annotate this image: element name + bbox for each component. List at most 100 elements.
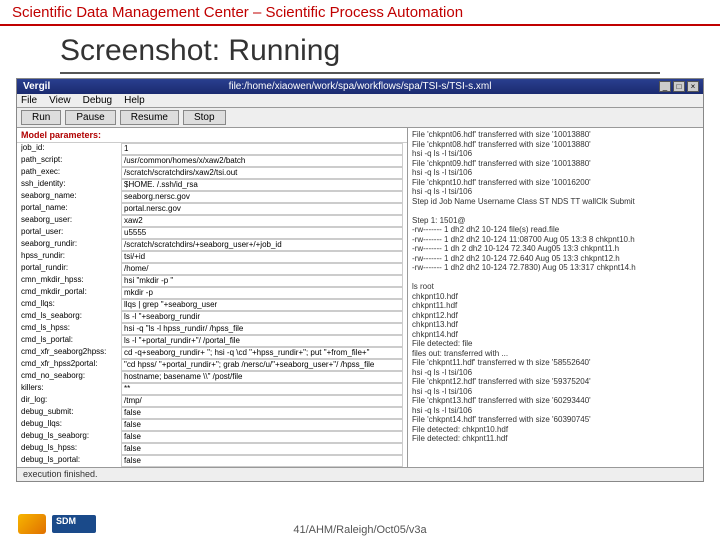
model-param-value[interactable]: hsi -q "ls -l hpss_rundir/ /hpss_file [121,323,403,335]
status-bar: execution finished. [17,467,703,481]
console-line: chkpnt13.hdf [412,320,699,330]
model-param-name: dir_log: [21,395,121,407]
model-param-value[interactable]: /home/ [121,263,403,275]
model-param-value[interactable]: xaw2 [121,215,403,227]
model-param-row: ssh_identity:$HOME. /.ssh/id_rsa [17,179,407,191]
model-param-row: debug_ls_seaborg:false [17,431,407,443]
model-param-name: debug_ls_hpss: [21,443,121,455]
model-param-value[interactable]: "cd hpss/ "+portal_rundir+"; grab /nersc… [121,359,403,371]
model-param-row: cmd_ls_portal:ls -l "+portal_rundir+"/ /… [17,335,407,347]
pause-button[interactable]: Pause [65,110,115,125]
console-line: -rw------- 1 dh2 dh2 10-124 72.640 Aug 0… [412,254,699,264]
menu-debug[interactable]: Debug [83,95,112,106]
console-line: chkpnt12.hdf [412,311,699,321]
model-param-name: debug_ls_seaborg: [21,431,121,443]
model-param-row: cmd_xfr_seaborg2hpss:cd -q+seaborg_rundi… [17,347,407,359]
console-line: File 'chkpnt12.hdf' transferred with siz… [412,377,699,387]
model-param-value[interactable]: ls -l "+seaborg_rundir [121,311,403,323]
console-line: File 'chkpnt09.hdf' transferred with siz… [412,159,699,169]
resume-button[interactable]: Resume [120,110,179,125]
model-param-name: debug_llqs: [21,419,121,431]
console-line [412,273,699,283]
model-param-value[interactable]: /usr/common/homes/x/xaw2/batch [121,155,403,167]
console-line: -rw------- 1 dh2 dh2 10-124 72.7830) Aug… [412,263,699,273]
model-param-row: debug_ls_portal:false [17,455,407,467]
model-param-value[interactable]: /tmp/ [121,395,403,407]
model-param-row: cmn_mkdir_hpss:hsi "mkdir -p " [17,275,407,287]
model-param-name: path_exec: [21,167,121,179]
model-param-name: cmd_ls_seaborg: [21,311,121,323]
console-line: files out: transferred with ... [412,349,699,359]
console-line: hsi -q ls -l tsi/106 [412,168,699,178]
model-param-value[interactable]: hsi "mkdir -p " [121,275,403,287]
model-param-row: seaborg_user:xaw2 [17,215,407,227]
model-param-row: debug_llqs:false [17,419,407,431]
model-param-name: cmd_no_seaborg: [21,371,121,383]
model-param-name: cmd_xfr_hpss2portal: [21,359,121,371]
model-param-value[interactable]: 1 [121,143,403,155]
stop-button[interactable]: Stop [183,110,226,125]
model-param-row: seaborg_name:seaborg.nersc.gov [17,191,407,203]
model-param-value[interactable]: ls -l "+portal_rundir+"/ /portal_file [121,335,403,347]
model-param-row: seaborg_rundir:/scratch/scratchdirs/+sea… [17,239,407,251]
model-param-value[interactable]: portal.nersc.gov [121,203,403,215]
model-param-name: cmd_mkdir_portal: [21,287,121,299]
model-param-value[interactable]: false [121,419,403,431]
model-param-name: seaborg_user: [21,215,121,227]
console-line: File 'chkpnt11.hdf' transferred w th siz… [412,358,699,368]
model-param-value[interactable]: false [121,431,403,443]
console-line: -rw------- 1 dh 2 dh2 10-124 72.340 Aug0… [412,244,699,254]
model-param-name: hpss_rundir: [21,251,121,263]
menu-help[interactable]: Help [124,95,145,106]
model-param-value[interactable]: false [121,407,403,419]
console-line: File 'chkpnt14.hdf' transferred with siz… [412,415,699,425]
menu-file[interactable]: File [21,95,37,106]
slide-title: Screenshot: Running [0,26,720,70]
model-param-name: seaborg_rundir: [21,239,121,251]
model-param-name: cmn_mkdir_hpss: [21,275,121,287]
model-param-value[interactable]: llqs | grep "+seaborg_user [121,299,403,311]
model-param-row: cmd_no_seaborg:hostname; basename \\" /p… [17,371,407,383]
model-param-name: cmd_xfr_seaborg2hpss: [21,347,121,359]
model-param-value[interactable]: cd -q+seaborg_rundir+ "; hsi -q \cd "+hp… [121,347,403,359]
model-param-value[interactable]: hostname; basename \\" /post/file [121,371,403,383]
maximize-button[interactable]: □ [673,81,685,92]
model-param-row: hpss_rundir:tsi/+id [17,251,407,263]
console-line: hsi -q ls -l tsi/106 [412,149,699,159]
menu-bar: File View Debug Help [17,94,703,108]
model-param-value[interactable]: $HOME. /.ssh/id_rsa [121,179,403,191]
window-titlebar: Vergil file:/home/xiaowen/work/spa/workf… [17,79,703,94]
model-param-value[interactable]: mkdir -p [121,287,403,299]
run-button[interactable]: Run [21,110,61,125]
console-line: hsi -q ls -l tsi/106 [412,368,699,378]
console-line: Step id Job Name Username Class ST NDS T… [412,197,699,207]
model-param-name: portal_user: [21,227,121,239]
model-param-row: cmd_llqs:llqs | grep "+seaborg_user [17,299,407,311]
model-param-value[interactable]: /scratch/scratchdirs/xaw2/tsi.out [121,167,403,179]
model-param-name: cmd_llqs: [21,299,121,311]
console-line: File 'chkpnt13.hdf' transferred with siz… [412,396,699,406]
close-button[interactable]: × [687,81,699,92]
model-param-value[interactable]: ** [121,383,403,395]
model-param-row: job_id:1 [17,143,407,155]
minimize-button[interactable]: _ [659,81,671,92]
model-param-name: cmd_ls_hpss: [21,323,121,335]
model-param-value[interactable]: /scratch/scratchdirs/+seaborg_user+/+job… [121,239,403,251]
model-param-value[interactable]: false [121,455,403,467]
model-param-value[interactable]: seaborg.nersc.gov [121,191,403,203]
console-line: ls root [412,282,699,292]
model-param-value[interactable]: false [121,443,403,455]
console-line: File 'chkpnt06.hdf' transferred with siz… [412,130,699,140]
model-param-name: debug_submit: [21,407,121,419]
console-line: File detected: chkpnt11.hdf [412,434,699,444]
model-param-value[interactable]: u5555 [121,227,403,239]
model-param-row: portal_user:u5555 [17,227,407,239]
console-line: hsi -q ls -l tsi/106 [412,406,699,416]
menu-view[interactable]: View [49,95,71,106]
console-pane: File 'chkpnt06.hdf' transferred with siz… [408,128,703,476]
parameters-pane: Model parameters: job_id:1path_script:/u… [17,128,408,476]
app-window: Vergil file:/home/xiaowen/work/spa/workf… [16,78,704,482]
footer-text: 41/AHM/Raleigh/Oct05/v3a [293,524,426,536]
console-line: chkpnt11.hdf [412,301,699,311]
model-param-value[interactable]: tsi/+id [121,251,403,263]
